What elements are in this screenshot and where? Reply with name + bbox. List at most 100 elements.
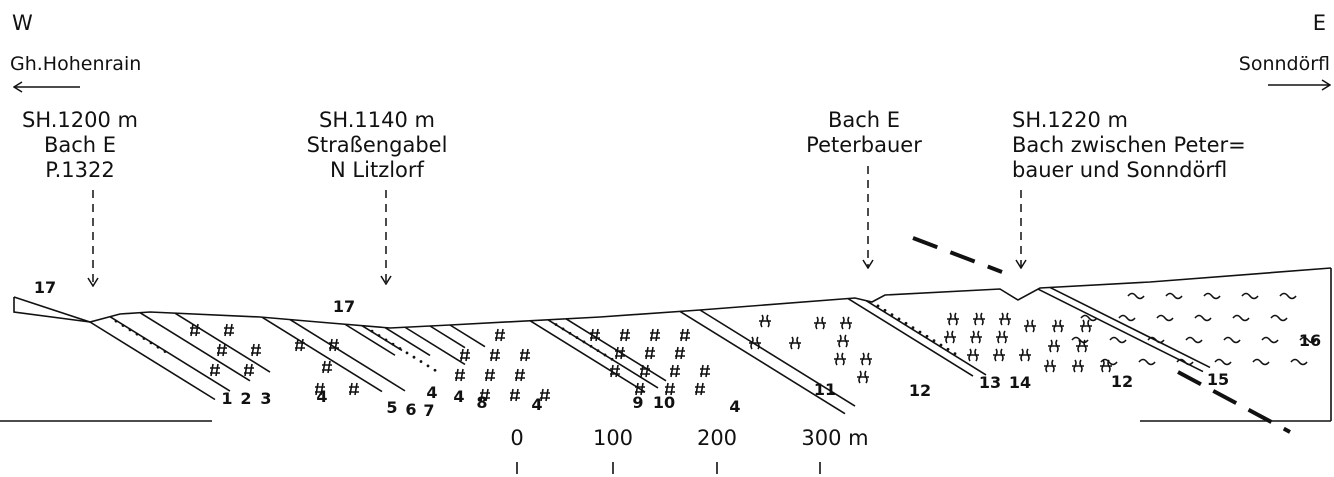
location-line: Peterbauer: [806, 133, 922, 157]
layer-boundary: [847, 297, 974, 377]
schist-symbol: [996, 330, 1008, 344]
layer-boundary: [384, 326, 431, 357]
schist-symbol: [857, 370, 869, 384]
unit-label: 4: [316, 387, 327, 406]
gneiss-symbol: [515, 368, 525, 382]
phyllite-symbol: [1165, 292, 1183, 300]
unit-label: 11: [814, 380, 836, 399]
west-label: W: [12, 11, 33, 35]
phyllite-symbol: [1071, 336, 1089, 344]
gneiss-symbol: [700, 364, 710, 378]
layer-boundary: [261, 316, 383, 393]
sand-dot: [384, 338, 388, 342]
unit-label: 7: [423, 401, 434, 420]
gneiss-symbol: [490, 348, 500, 362]
sand-dot: [377, 334, 381, 337]
schist-symbol: [947, 312, 959, 326]
unit-label: 10: [653, 393, 675, 412]
phyllite-symbol: [1214, 358, 1232, 366]
unit-label: 1: [221, 389, 232, 408]
sand-dot: [925, 334, 929, 338]
schist-symbol: [749, 336, 761, 350]
phyllite-symbol: [1109, 336, 1127, 344]
gneiss-symbol: [251, 343, 261, 357]
gneiss-symbol: [610, 364, 620, 378]
schist-symbol: [1024, 319, 1036, 333]
gneiss-symbol: [485, 368, 495, 382]
sand-dot: [904, 321, 908, 325]
gneiss-symbol: [217, 343, 227, 357]
gneiss-symbol: [645, 346, 655, 360]
unit-label: 2: [240, 389, 251, 408]
sand-dot: [610, 357, 614, 361]
gneiss-symbol: [695, 382, 705, 396]
east-direction: Sonndörfl: [1239, 53, 1330, 75]
layer-boundary: [1049, 286, 1211, 369]
location-2: SH.1140 m Straßengabel N Litzlorf: [307, 108, 448, 182]
sand-dot: [135, 332, 139, 336]
phyllite-symbol: [1232, 314, 1250, 322]
location-line: Bach zwischen Peter=: [1012, 133, 1246, 157]
sand-dot: [405, 351, 409, 355]
location-line: P.1322: [45, 158, 115, 182]
gneiss-symbol: [590, 328, 600, 342]
layer-boundary: [139, 311, 251, 382]
schist-symbol: [860, 352, 872, 366]
phyllite-symbol: [1127, 292, 1145, 300]
unit-label: 8: [476, 393, 487, 412]
unit-label: 4: [426, 383, 437, 402]
scale-label: 200: [697, 426, 737, 450]
layer-boundary: [289, 318, 406, 392]
sand-dot: [911, 326, 915, 330]
sand-dot: [419, 360, 423, 363]
unit-label: 4: [729, 397, 740, 416]
phyllite-symbol: [1299, 336, 1317, 344]
phyllite-symbol: [1185, 336, 1203, 344]
sand-dot: [121, 324, 125, 327]
gneiss-symbol: [670, 364, 680, 378]
layer-boundary: [404, 326, 466, 366]
gneiss-symbol: [460, 348, 470, 362]
gneiss-symbol: [329, 338, 339, 352]
location-line: SH.1200 m: [22, 108, 138, 132]
gneiss-symbol: [315, 382, 325, 396]
layer-boundary: [865, 299, 987, 376]
location-line: SH.1220 m: [1012, 108, 1128, 132]
gneiss-symbol: [520, 348, 530, 362]
sand-dot: [114, 319, 118, 323]
sand-dot: [128, 328, 132, 332]
unit-label: 6: [405, 400, 416, 419]
schist-symbol: [973, 312, 985, 326]
phyllite-symbol: [1252, 358, 1270, 366]
gneiss-symbol: [615, 346, 625, 360]
sand-dot: [582, 340, 586, 344]
sand-dot: [883, 308, 887, 312]
phyllite-symbol: [1261, 336, 1279, 344]
phyllite-symbol: [1270, 314, 1288, 322]
fault-line: [1177, 370, 1291, 434]
schist-symbol: [814, 316, 826, 330]
phyllite-symbol: [1223, 336, 1241, 344]
location-line: Bach E: [44, 133, 116, 157]
layer-boundary: [361, 324, 403, 352]
schist-symbol: [1072, 359, 1084, 373]
gneiss-symbol: [224, 323, 234, 337]
gneiss-symbol: [244, 363, 254, 377]
gneiss-symbol: [510, 388, 520, 402]
profile: [0, 267, 1332, 422]
location-1: SH.1200 m Bach E P.1322: [22, 108, 138, 182]
schist-symbol: [1044, 359, 1056, 373]
layer-boundary: [699, 309, 856, 407]
schist-symbol: [834, 352, 846, 366]
gneiss-symbol: [540, 388, 550, 402]
sand-dot: [939, 343, 943, 347]
sand-dot: [953, 352, 957, 356]
unit-label: 3: [260, 389, 271, 408]
unit-label: 4: [531, 395, 542, 414]
west-direction: Gh.Hohenrain: [10, 53, 141, 75]
scale-bar: 0 100 200 300 m: [510, 426, 869, 474]
unit-label: 9: [632, 393, 643, 412]
layer-boundary: [89, 321, 216, 401]
phyllite-symbol: [1241, 292, 1259, 300]
